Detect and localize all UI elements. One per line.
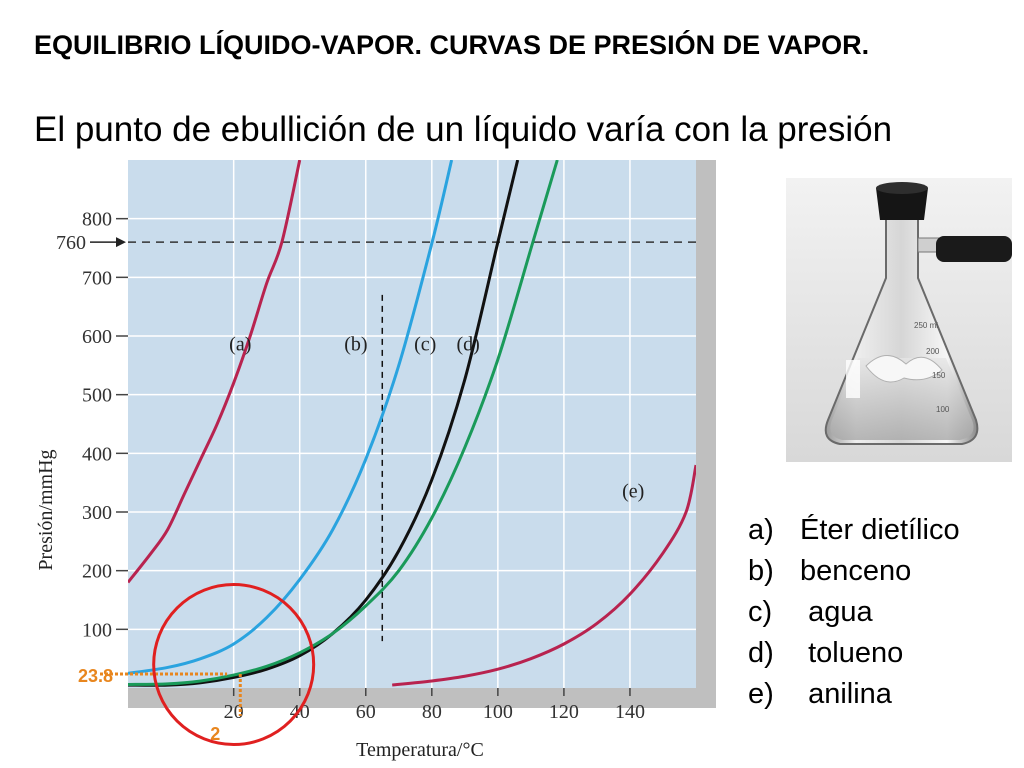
x-axis-label: Temperatura/°C	[356, 739, 484, 761]
flask-photo: 250 ml 200 150 100	[786, 178, 1012, 462]
y-tick-label: 800	[82, 209, 112, 231]
flask-liquid	[830, 358, 974, 440]
legend-text: Éter dietílico	[800, 514, 960, 546]
vapor-pressure-chart: 20 40 60 80 100 120 14010020030040050060070080…	[35, 160, 716, 761]
stopper	[876, 188, 928, 220]
stopper-top	[876, 182, 928, 194]
curves	[128, 160, 696, 687]
y-760-arrow-head	[116, 237, 126, 248]
grid	[128, 160, 696, 688]
legend-letter: a)	[748, 514, 774, 546]
legend-letter: b)	[748, 555, 774, 587]
legend-text: tolueno	[808, 637, 904, 669]
x-tick-label: 80	[422, 701, 442, 723]
x-tick-label: 120	[549, 701, 579, 723]
plot-area	[128, 160, 696, 688]
y-tick-label: 500	[82, 385, 112, 407]
flask-mark-150: 150	[932, 371, 946, 380]
y-tick-label: 100	[82, 619, 112, 641]
flask-mark-250: 250 ml	[914, 321, 938, 330]
annotation-label-2: 2	[210, 724, 220, 744]
curve-label-e: (e)	[622, 480, 644, 502]
curve-b	[128, 160, 454, 675]
y-tick-label: 200	[82, 561, 112, 583]
legend-letter: e)	[748, 678, 774, 710]
legend-letter: c)	[748, 596, 773, 628]
flask-crystals	[865, 355, 943, 383]
legend-item-e: e) anilina	[748, 674, 960, 715]
curve-label-c: (c)	[414, 334, 436, 356]
legend-item-c: c) agua	[748, 592, 960, 633]
curve-c	[128, 160, 520, 687]
rubber-hose	[936, 236, 1012, 262]
curve-label-a: (a)	[229, 334, 251, 356]
flask-label-patch	[846, 360, 860, 398]
curve-label-d: (d)	[456, 334, 479, 356]
x-tick-label: 60	[356, 701, 376, 723]
annotations: 23.82	[78, 583, 316, 747]
compound-legend: a) Éter dietílico b) benceno c) agua d) to…	[748, 510, 960, 715]
legend-text: benceno	[800, 555, 912, 587]
curve-d	[128, 160, 559, 686]
legend-item-d: d) tolueno	[748, 633, 960, 674]
slide-title: EQUILIBRIO LÍQUIDO-VAPOR. CURVAS DE PRES…	[34, 30, 870, 60]
legend-letter: d)	[748, 637, 774, 669]
x-tick-label: 140	[615, 701, 645, 723]
slide-subtitle: El punto de ebullición de un líquido var…	[34, 110, 893, 149]
legend-text: agua	[808, 596, 873, 628]
y-axis-label: Presión/mmHg	[35, 449, 57, 570]
legend-text: anilina	[808, 678, 892, 710]
y-tick-label: 400	[82, 443, 112, 465]
legend-item-a: a) Éter dietílico	[748, 510, 960, 551]
highlight-circle	[152, 583, 316, 747]
curve-label-b: (b)	[344, 334, 367, 356]
legend-item-b: b) benceno	[748, 551, 960, 592]
y-tick-label-760: 760	[56, 232, 86, 254]
x-tick-label: 100	[483, 701, 513, 723]
flask-mark-100: 100	[936, 405, 950, 414]
flask-mark-200: 200	[926, 347, 940, 356]
y-tick-label: 300	[82, 502, 112, 524]
curve-a	[128, 160, 302, 584]
curve-e	[392, 464, 696, 687]
y-tick-label: 600	[82, 326, 112, 348]
curve-labels: (a) (b) (c) (d) (e)	[229, 334, 644, 503]
reference-lines	[128, 241, 696, 642]
x-tick-label: 20	[224, 701, 244, 723]
y-tick-label: 700	[82, 267, 112, 289]
annotation-label-23-8: 23.8	[78, 666, 113, 686]
